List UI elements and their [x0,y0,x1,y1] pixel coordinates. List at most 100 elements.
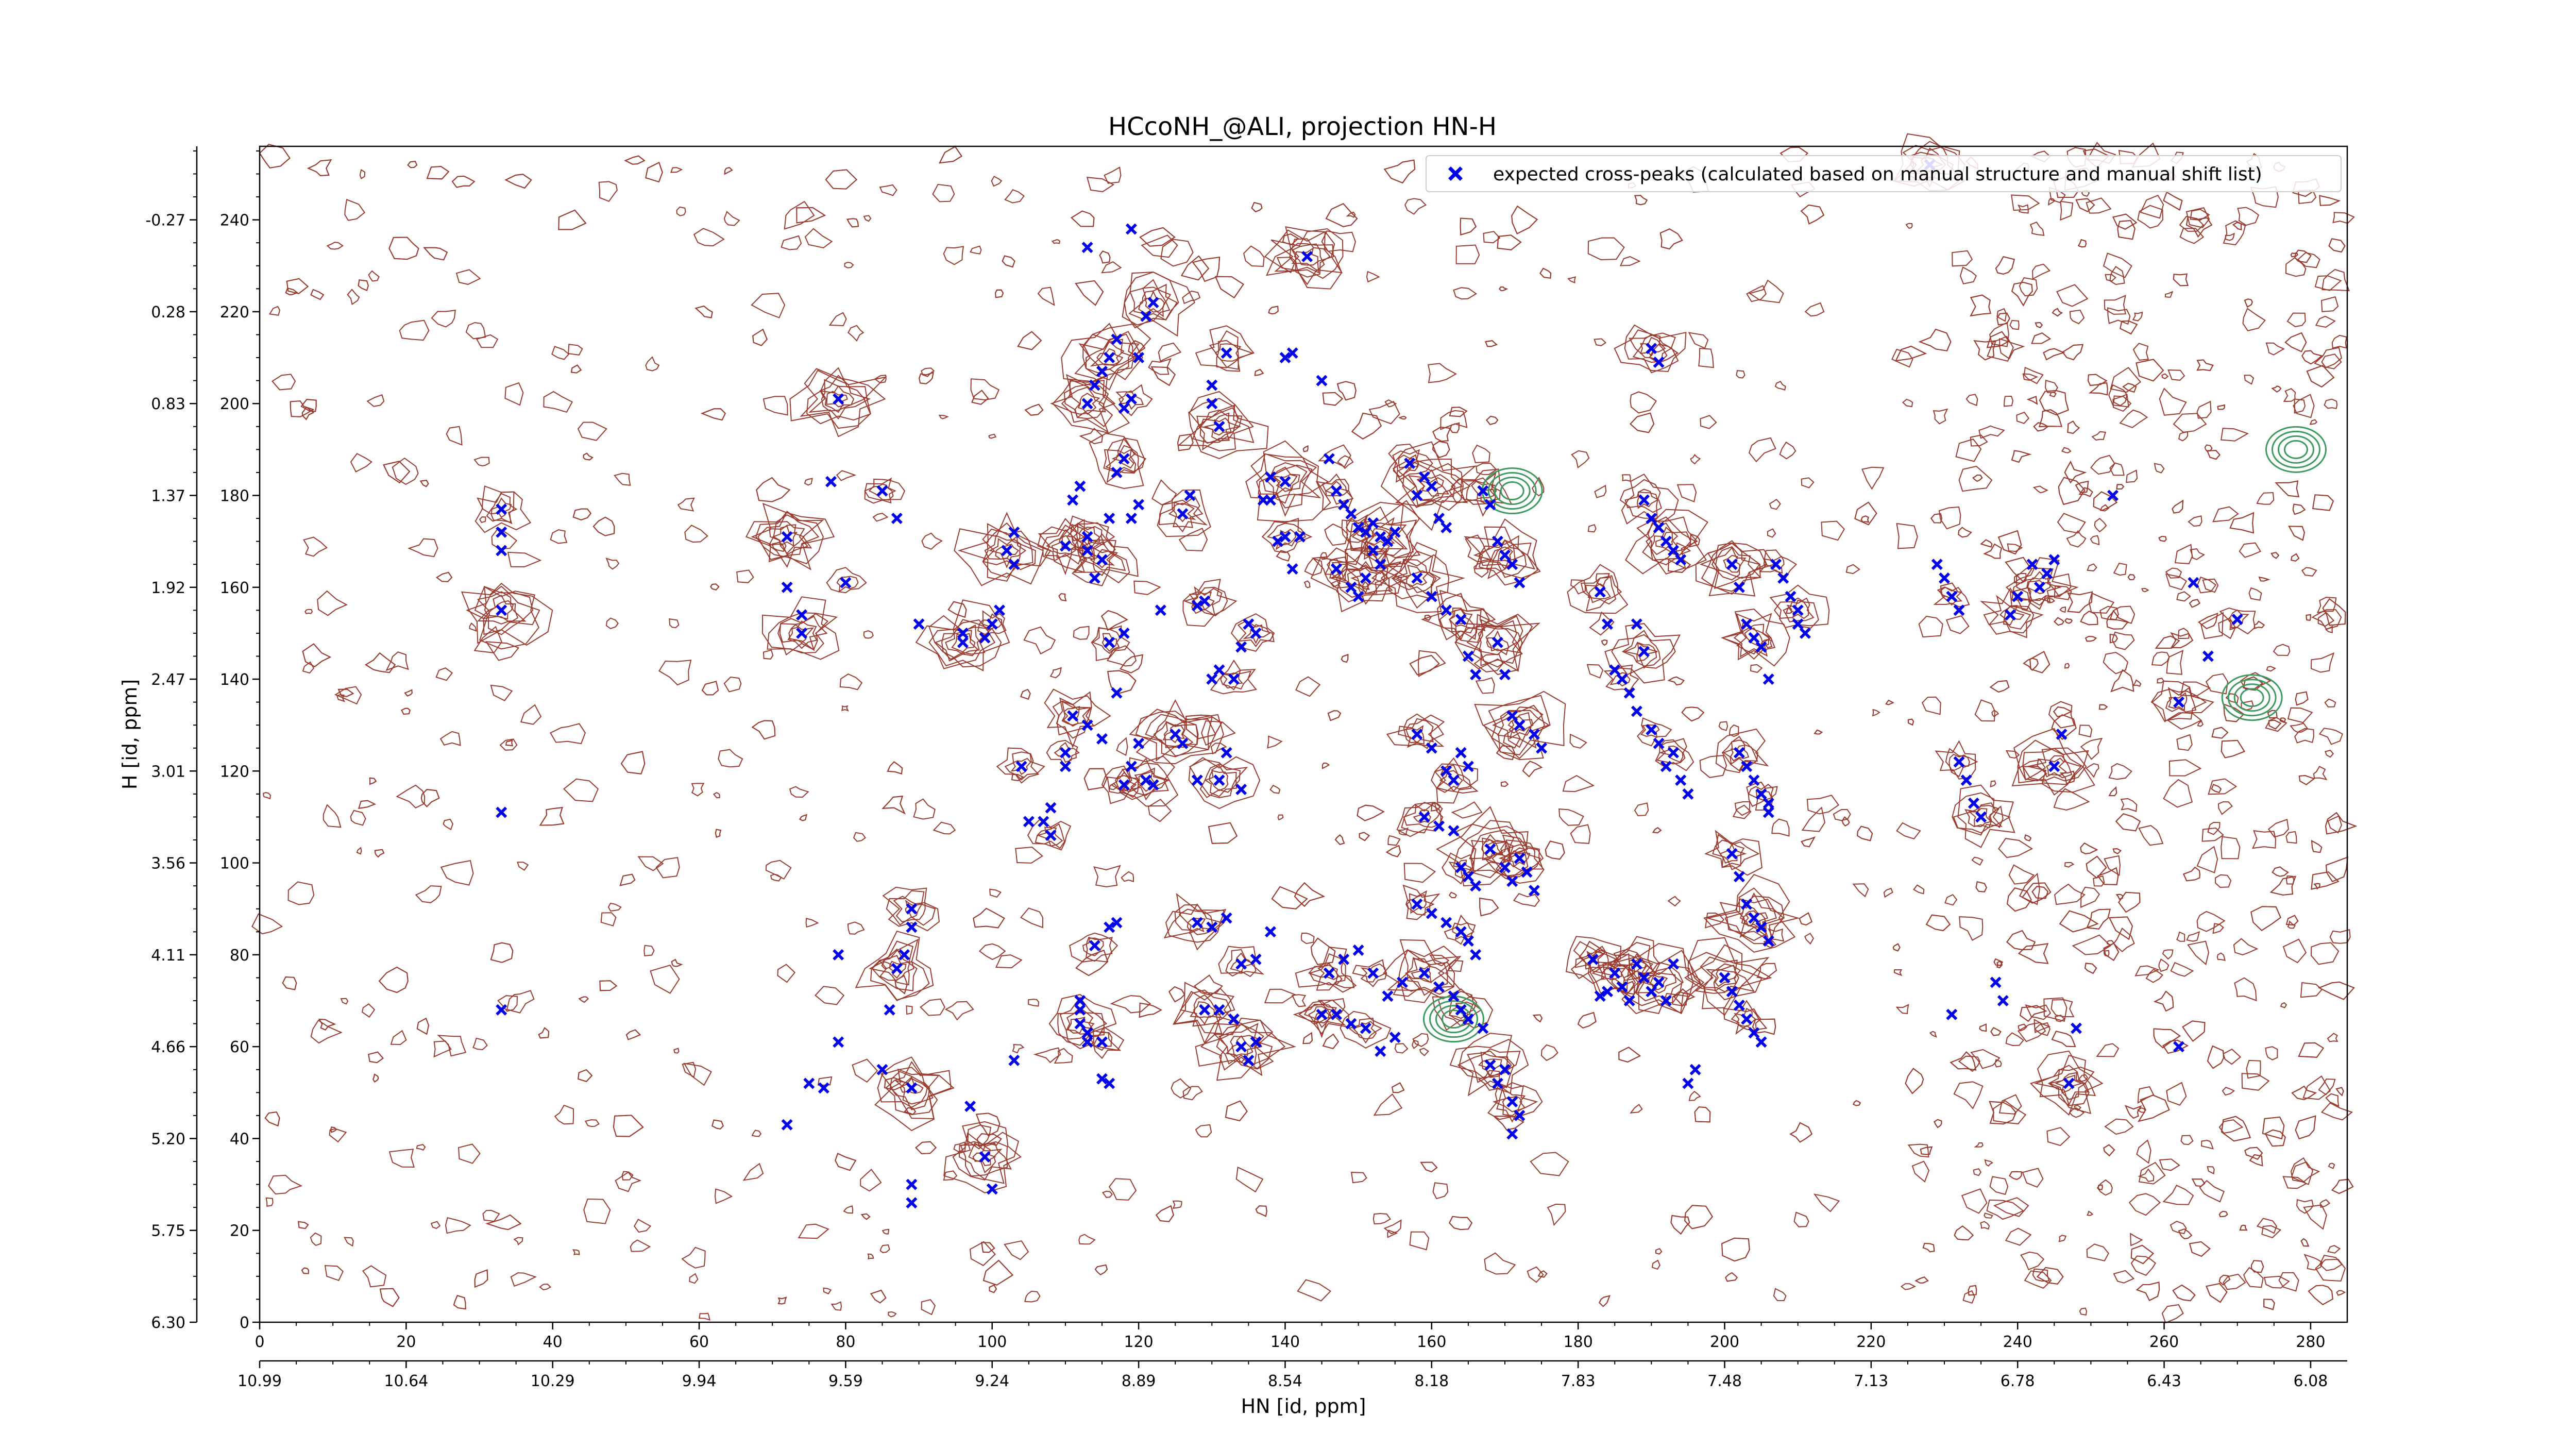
noise-contour [2285,915,2299,926]
peak-contour [968,1142,1003,1174]
cross-peak-marker [840,577,852,588]
x-tick-label: 240 [2003,1333,2032,1351]
noise-contour [1208,822,1238,844]
noise-contour [334,686,362,705]
noise-contour [2094,517,2107,533]
cross-peak-marker [1462,650,1474,662]
cross-peak-marker [1762,673,1774,685]
noise-contour [1540,1044,1558,1062]
noise-contour [340,998,349,1005]
cross-peak-marker [1668,958,1679,970]
noise-contour [554,1104,574,1125]
peak-contour [1684,944,1763,1001]
cross-peak-marker [1125,513,1137,524]
peak-contour [461,582,553,646]
cross-peak-marker [1631,618,1642,630]
noise-contour [2170,962,2194,977]
noise-contour [1800,204,1825,225]
noise-contour [2239,542,2262,558]
noise-contour [1322,392,1344,406]
noise-contour [1925,914,1951,932]
cross-peak-marker [1762,806,1774,818]
noise-contour [2223,220,2246,246]
noise-contour [549,723,586,745]
noise-contour [2223,1048,2242,1065]
noise-contour [1448,891,1458,899]
y-ppm-tick-label: 1.37 [151,487,185,505]
peak-contour [1215,343,1240,362]
noise-contour [2046,1127,2071,1147]
peak-contour [1945,748,1978,778]
peak-contour [1783,597,1815,622]
cross-peak-marker [1953,604,1965,616]
noise-contour [2113,562,2127,576]
peak-contour [2028,748,2082,785]
noise-contour [1155,1205,1174,1222]
noise-contour [1990,1027,2002,1036]
noise-contour [1736,370,1745,379]
noise-contour [2109,605,2136,624]
noise-contour [2072,934,2112,955]
noise-contour [804,228,833,248]
peak-contour [1723,1000,1768,1031]
noise-contour [439,731,461,746]
cross-peak-marker [1235,641,1247,653]
noise-contour [430,1221,441,1229]
noise-contour [1918,615,1943,638]
cross-peak-marker [1096,1073,1108,1085]
cross-peak-marker [1462,761,1474,772]
cross-peak-marker [1213,420,1225,432]
cross-peak-marker [1748,632,1760,644]
cross-peak-marker [1675,774,1687,786]
peak-contour [1090,341,1125,367]
noise-contour [358,800,377,810]
x-tick-label: 40 [543,1333,563,1351]
peak-contour [757,510,820,560]
noise-contour [2045,379,2058,393]
noise-contour [1945,615,1970,634]
cross-peak-marker [906,1178,918,1190]
cross-peak-marker [1682,788,1694,800]
peak-contour [941,624,986,660]
noise-contour [1499,286,1508,292]
peak-contour [2046,757,2067,776]
y-tick-label: 80 [230,947,249,965]
peak-contour [1723,554,1741,573]
cross-peak-marker [1316,375,1328,386]
cross-peak-marker [1096,733,1108,745]
cross-peak-marker [1199,595,1211,607]
noise-contour [1139,1002,1162,1018]
peak-contour [1436,806,1529,887]
noise-contour [1522,761,1543,778]
peak-contour [2029,1054,2096,1116]
noise-contour [2067,420,2080,434]
peak-contour [1179,989,1232,1027]
noise-contour [1383,159,1416,184]
noise-contour [2128,1193,2161,1216]
noise-contour [2111,631,2135,650]
cross-peak-marker [1243,1054,1255,1066]
noise-contour [379,1288,400,1307]
peak-contour [864,477,896,504]
peak-contour [1497,710,1550,749]
cross-peak-marker [1799,627,1811,639]
noise-contour [2187,940,2210,966]
peak-contour [1091,627,1121,654]
noise-contour [2288,526,2305,541]
noise-contour [388,1149,415,1168]
noise-contour [465,322,486,340]
y-tick-label: 100 [220,855,249,873]
cross-peak-marker [979,632,991,644]
cross-peak-marker [1506,559,1518,570]
noise-contour [1419,1048,1429,1056]
y-ppm-tick-label: 5.75 [151,1222,185,1240]
noise-contour [714,1188,733,1204]
noise-contour [2280,1002,2287,1008]
noise-contour [1075,280,1104,306]
cross-peak-marker [2202,650,2214,662]
noise-contour [2300,1238,2310,1247]
noise-contour [1121,871,1134,882]
cross-peak-marker [1199,1004,1211,1016]
noise-contour [1497,234,1522,250]
noise-contour [1271,886,1308,909]
